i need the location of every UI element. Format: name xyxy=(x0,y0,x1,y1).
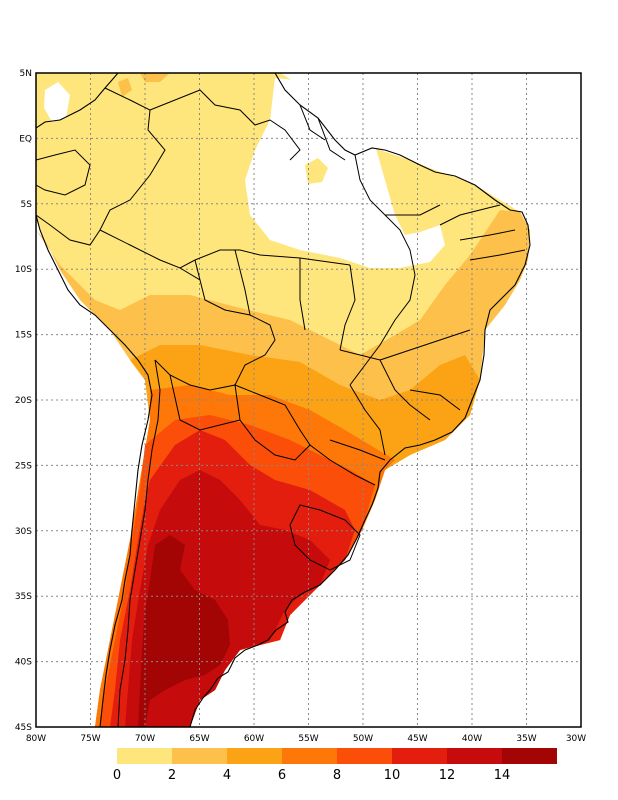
lat-label: 20S xyxy=(15,396,32,406)
colorbar-swatch xyxy=(337,748,392,764)
colorbar-label: 4 xyxy=(223,768,231,783)
border-uruguay xyxy=(289,504,361,571)
lon-label: 60W xyxy=(244,734,264,744)
contour-fields xyxy=(36,73,530,727)
colorbar-swatch xyxy=(447,748,502,764)
border-misc xyxy=(194,249,306,331)
lat-label: 5S xyxy=(21,200,33,210)
border-argentina-north xyxy=(169,374,376,486)
colorbar-swatch xyxy=(392,748,447,764)
field-yellow-island xyxy=(305,158,328,184)
colorbar-label: 6 xyxy=(278,768,286,783)
lat-label: 40S xyxy=(15,658,32,668)
lat-label: EQ xyxy=(19,134,32,144)
lon-label: 40W xyxy=(462,734,482,744)
border-venezuela xyxy=(149,89,301,161)
colorbar-swatch xyxy=(172,748,227,764)
colorbar-label: 2 xyxy=(168,768,176,783)
lon-label: 65W xyxy=(189,734,209,744)
lon-label: 30W xyxy=(566,734,586,744)
lat-label: 10S xyxy=(15,265,32,275)
plot-frame xyxy=(35,72,582,728)
colorbar-swatch xyxy=(117,748,172,764)
colorbar-label: 14 xyxy=(494,768,511,783)
lon-label: 45W xyxy=(407,734,427,744)
colorbar-swatch xyxy=(502,748,557,764)
colorbar-label: 10 xyxy=(384,768,401,783)
lat-label: 5N xyxy=(20,69,32,79)
field-14-plus xyxy=(138,535,230,727)
lon-label: 50W xyxy=(353,734,373,744)
border-guyanas xyxy=(299,104,346,161)
colorbar-label: 0 xyxy=(113,768,121,783)
border-argentina-chile xyxy=(117,359,161,727)
lat-label: 15S xyxy=(15,331,32,341)
lon-label: 80W xyxy=(26,734,46,744)
colorbar-swatch xyxy=(227,748,282,764)
lat-label: 35S xyxy=(15,592,32,602)
border-brazil-states xyxy=(329,154,526,461)
field-white-nw xyxy=(44,82,70,122)
colorbar-label: 12 xyxy=(439,768,456,783)
colorbar-label: 8 xyxy=(333,768,341,783)
lat-axis: 5N EQ 5S 10S 15S 20S 25S 30S 35S 40S 45S xyxy=(15,69,32,733)
lat-label: 25S xyxy=(15,461,32,471)
field-orange-spot xyxy=(118,78,132,97)
lon-label: 55W xyxy=(298,734,318,744)
country-borders xyxy=(36,73,531,727)
lon-label: 75W xyxy=(80,734,100,744)
colorbar-swatch xyxy=(282,748,337,764)
lat-label: 45S xyxy=(15,723,32,733)
west-coastline xyxy=(36,214,153,727)
lon-label: 70W xyxy=(135,734,155,744)
field-white-amazon xyxy=(245,78,445,268)
border-bolivia xyxy=(154,267,276,391)
colorbar: 0 2 4 6 8 10 12 14 xyxy=(113,748,557,783)
lon-axis: 80W 75W 70W 65W 60W 55W 50W 45W 40W 35W … xyxy=(26,734,586,744)
border-paraguay xyxy=(234,384,311,461)
field-north-cap xyxy=(140,73,170,82)
border-peru-brazil xyxy=(99,229,351,269)
lat-label: 30S xyxy=(15,527,32,537)
border-ecuador xyxy=(36,149,91,196)
coastline xyxy=(36,73,531,727)
lon-label: 35W xyxy=(516,734,536,744)
